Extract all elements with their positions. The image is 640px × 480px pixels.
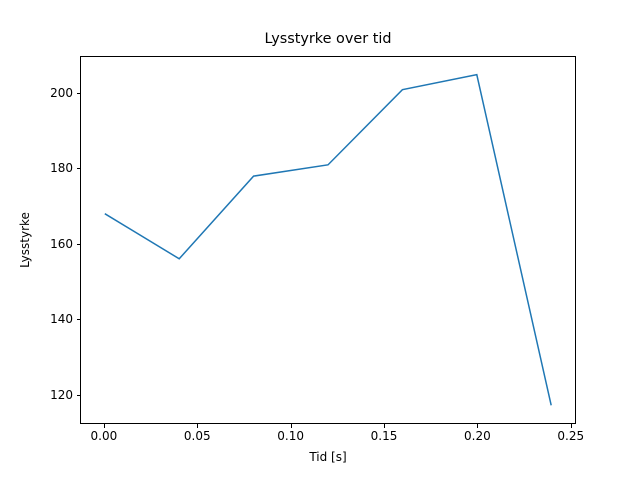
x-tick-label: 0.15 [370, 429, 398, 443]
plot-axes-area [80, 56, 576, 424]
y-axis-label: Lysstyrke [18, 212, 32, 268]
y-tick-label: 160 [50, 236, 73, 251]
x-tick-mark [290, 424, 292, 428]
x-tick-label: 0.20 [464, 429, 491, 443]
y-tick-label: 120 [50, 387, 73, 402]
x-tick-mark [570, 424, 572, 428]
plot-svg [104, 73, 552, 406]
x-tick-mark [384, 424, 386, 428]
y-tick-mark [76, 243, 80, 245]
x-tick-label: 0.10 [277, 429, 304, 443]
y-tick-label: 200 [50, 85, 73, 100]
y-tick-mark [76, 319, 80, 321]
x-tick-mark [477, 424, 479, 428]
y-tick-mark [76, 394, 80, 396]
chart-title: Lysstyrke over tid [264, 31, 392, 47]
y-tick-label: 140 [50, 312, 73, 327]
x-tick-mark [197, 424, 199, 428]
x-tick-mark [103, 424, 105, 428]
y-tick-label: 180 [50, 161, 73, 176]
x-axis-label: Tid [s] [309, 450, 347, 464]
x-tick-label: 0.25 [557, 429, 585, 443]
data-series-line [104, 73, 552, 406]
x-tick-label: 0.00 [90, 429, 118, 443]
y-tick-mark [76, 168, 80, 170]
y-tick-mark [76, 92, 80, 94]
x-tick-label: 0.05 [183, 429, 211, 443]
